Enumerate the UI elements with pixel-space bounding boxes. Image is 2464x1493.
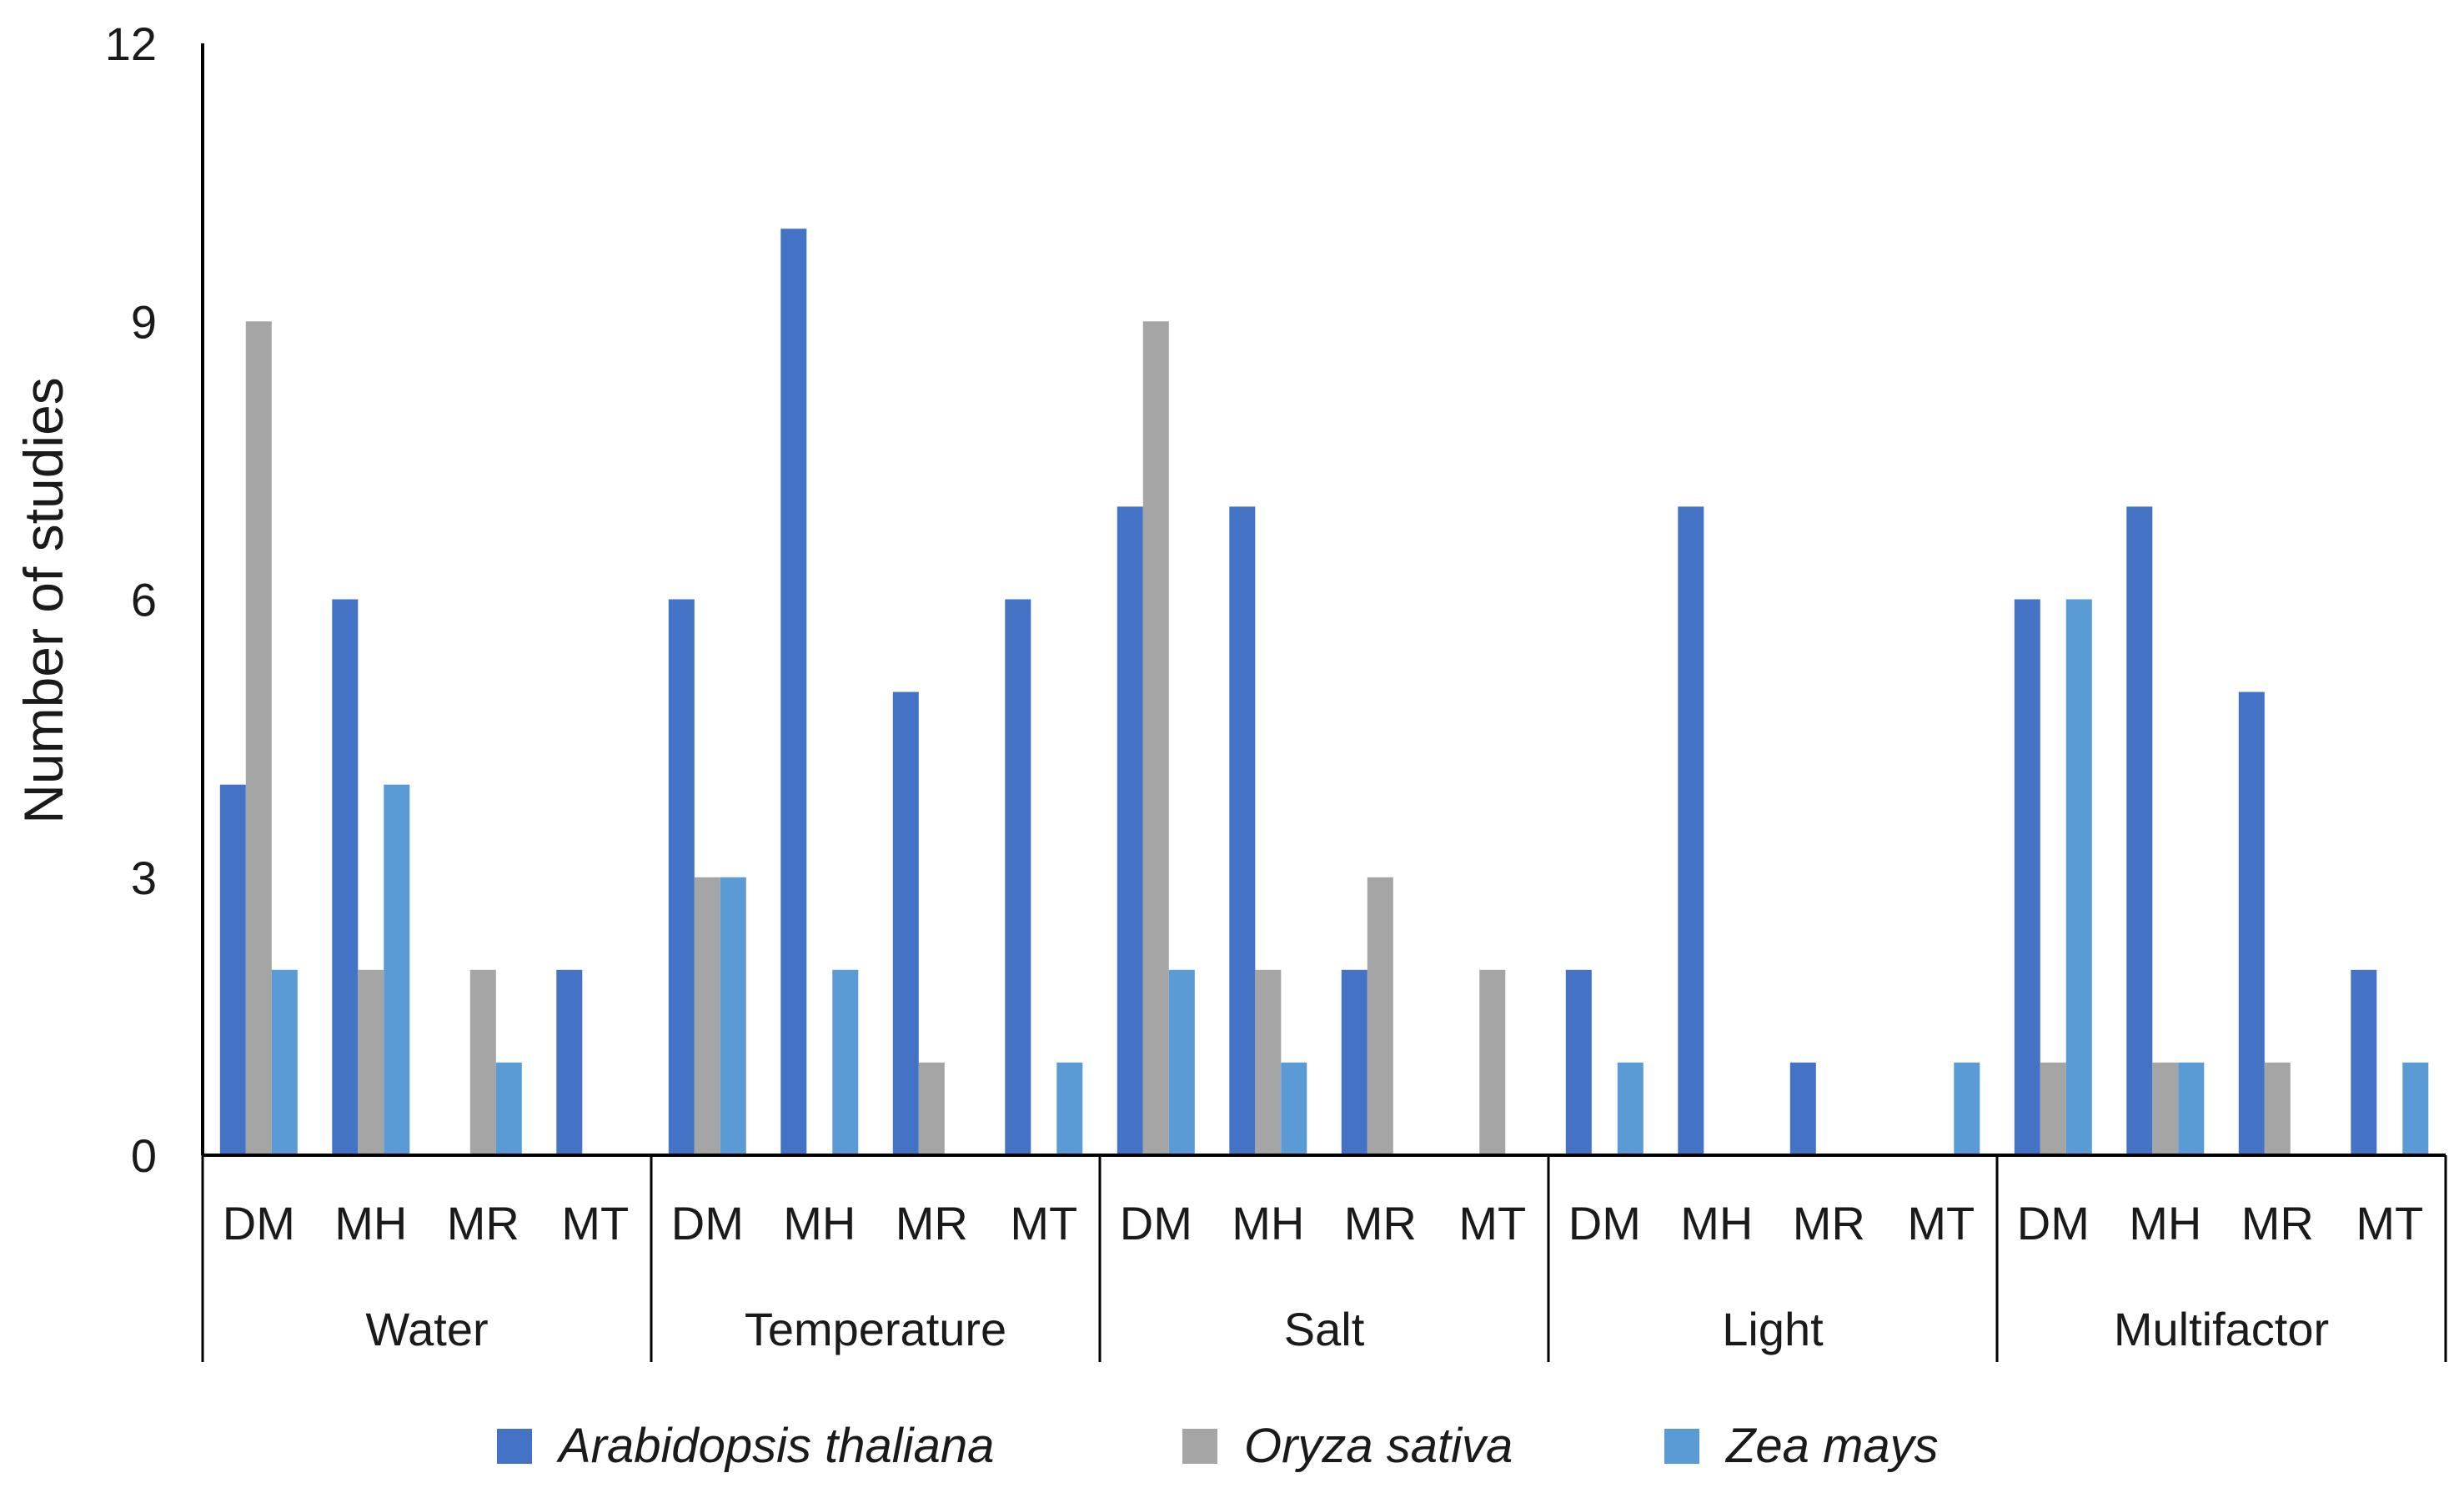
bar-oryza-sativa <box>1479 969 1506 1155</box>
x-tick-label: DM <box>2017 1197 2090 1249</box>
x-tick-label: DM <box>671 1197 744 1249</box>
bar-oryza-sativa <box>2040 1062 2066 1155</box>
bar-oryza-sativa <box>2152 1062 2179 1155</box>
bar-zea-mays <box>384 784 410 1155</box>
bar-oryza-sativa <box>1255 969 1282 1155</box>
bar-zea-mays <box>1954 1062 1980 1155</box>
x-tick-label: DM <box>1568 1197 1641 1249</box>
x-axis-labels: DM MH MR MT Water DM MH MR MT Temperature DM MH MR MT… <box>201 1155 2447 1362</box>
bar-zea-mays <box>1168 969 1195 1155</box>
axes <box>201 43 2446 1157</box>
bars <box>219 229 2429 1156</box>
x-tick-label: MT <box>1010 1197 1077 1249</box>
bar-arabidopsis-thaliana <box>668 599 695 1155</box>
bar-arabidopsis-thaliana <box>1117 506 1143 1155</box>
legend-label: Arabidopsis thaliana <box>556 1419 994 1473</box>
x-tick-label: MT <box>2356 1197 2423 1249</box>
bar-zea-mays <box>1281 1062 1307 1155</box>
x-tick-label: MR <box>2241 1197 2314 1249</box>
bar-zea-mays <box>495 1062 522 1155</box>
x-tick-label: MR <box>896 1197 968 1249</box>
legend-label: Zea mays <box>1724 1419 1939 1473</box>
bar-oryza-sativa <box>1367 877 1393 1156</box>
x-tick-label: MH <box>2129 1197 2201 1249</box>
legend-swatch <box>497 1429 532 1464</box>
bar-oryza-sativa <box>694 877 720 1156</box>
bar-oryza-sativa <box>1142 321 1169 1156</box>
x-tick-label: MH <box>1680 1197 1753 1249</box>
y-tick-label: 6 <box>131 574 157 626</box>
x-tick-label: MT <box>1458 1197 1526 1249</box>
bar-oryza-sativa <box>918 1062 945 1155</box>
y-tick-label: 12 <box>105 18 157 70</box>
legend-swatch <box>1182 1429 1217 1464</box>
bar-arabidopsis-thaliana <box>219 784 246 1155</box>
x-tick-label: MT <box>561 1197 629 1249</box>
legend: Arabidopsis thaliana Oryza sativa Zea mays <box>497 1419 1939 1473</box>
bar-arabidopsis-thaliana <box>2014 599 2040 1155</box>
bar-arabidopsis-thaliana <box>2126 506 2153 1155</box>
group-label: Temperature <box>745 1303 1006 1355</box>
bar-zea-mays <box>1056 1062 1083 1155</box>
y-tick-label: 9 <box>131 295 157 348</box>
legend-swatch <box>1664 1429 1699 1464</box>
bar-oryza-sativa <box>245 321 272 1156</box>
bar-zea-mays <box>720 877 746 1156</box>
x-tick-label: MH <box>334 1197 407 1249</box>
bar-zea-mays <box>2402 1062 2429 1155</box>
bar-zea-mays <box>2065 599 2092 1155</box>
group-label: Multifactor <box>2114 1303 2329 1355</box>
y-tick-label: 0 <box>131 1129 157 1182</box>
bar-oryza-sativa <box>469 969 496 1155</box>
bar-arabidopsis-thaliana <box>332 599 359 1155</box>
x-tick-label: DM <box>1120 1197 1192 1249</box>
bar-zea-mays <box>1617 1062 1644 1155</box>
bar-arabidopsis-thaliana <box>2351 969 2377 1155</box>
y-axis-ticks: 0 3 6 9 12 <box>105 18 157 1182</box>
bar-zea-mays <box>832 969 859 1155</box>
legend-label: Oryza sativa <box>1244 1419 1513 1473</box>
bar-zea-mays <box>271 969 298 1155</box>
bar-arabidopsis-thaliana <box>1229 506 1256 1155</box>
bar-arabidopsis-thaliana <box>1565 969 1592 1155</box>
bar-arabidopsis-thaliana <box>1341 969 1367 1155</box>
bar-arabidopsis-thaliana <box>1789 1062 1816 1155</box>
x-tick-label: MR <box>447 1197 519 1249</box>
bar-arabidopsis-thaliana <box>2238 691 2265 1155</box>
y-axis-title: Number of studies <box>13 377 74 824</box>
bar-arabidopsis-thaliana <box>1678 506 1704 1155</box>
bar-arabidopsis-thaliana <box>780 229 807 1156</box>
bar-zea-mays <box>2178 1062 2205 1155</box>
group-label: Salt <box>1284 1303 1365 1355</box>
bar-arabidopsis-thaliana <box>556 969 583 1155</box>
x-tick-label: MH <box>1232 1197 1304 1249</box>
bar-oryza-sativa <box>358 969 384 1155</box>
x-tick-label: MH <box>783 1197 856 1249</box>
x-tick-label: DM <box>223 1197 295 1249</box>
bar-arabidopsis-thaliana <box>1005 599 1031 1155</box>
x-tick-label: MR <box>1344 1197 1417 1249</box>
y-tick-label: 3 <box>131 852 157 904</box>
group-label: Water <box>365 1303 488 1355</box>
bar-oryza-sativa <box>2264 1062 2291 1155</box>
group-label: Light <box>1722 1303 1824 1355</box>
x-tick-label: MR <box>1793 1197 1865 1249</box>
x-tick-label: MT <box>1907 1197 1975 1249</box>
bar-arabidopsis-thaliana <box>892 691 919 1155</box>
